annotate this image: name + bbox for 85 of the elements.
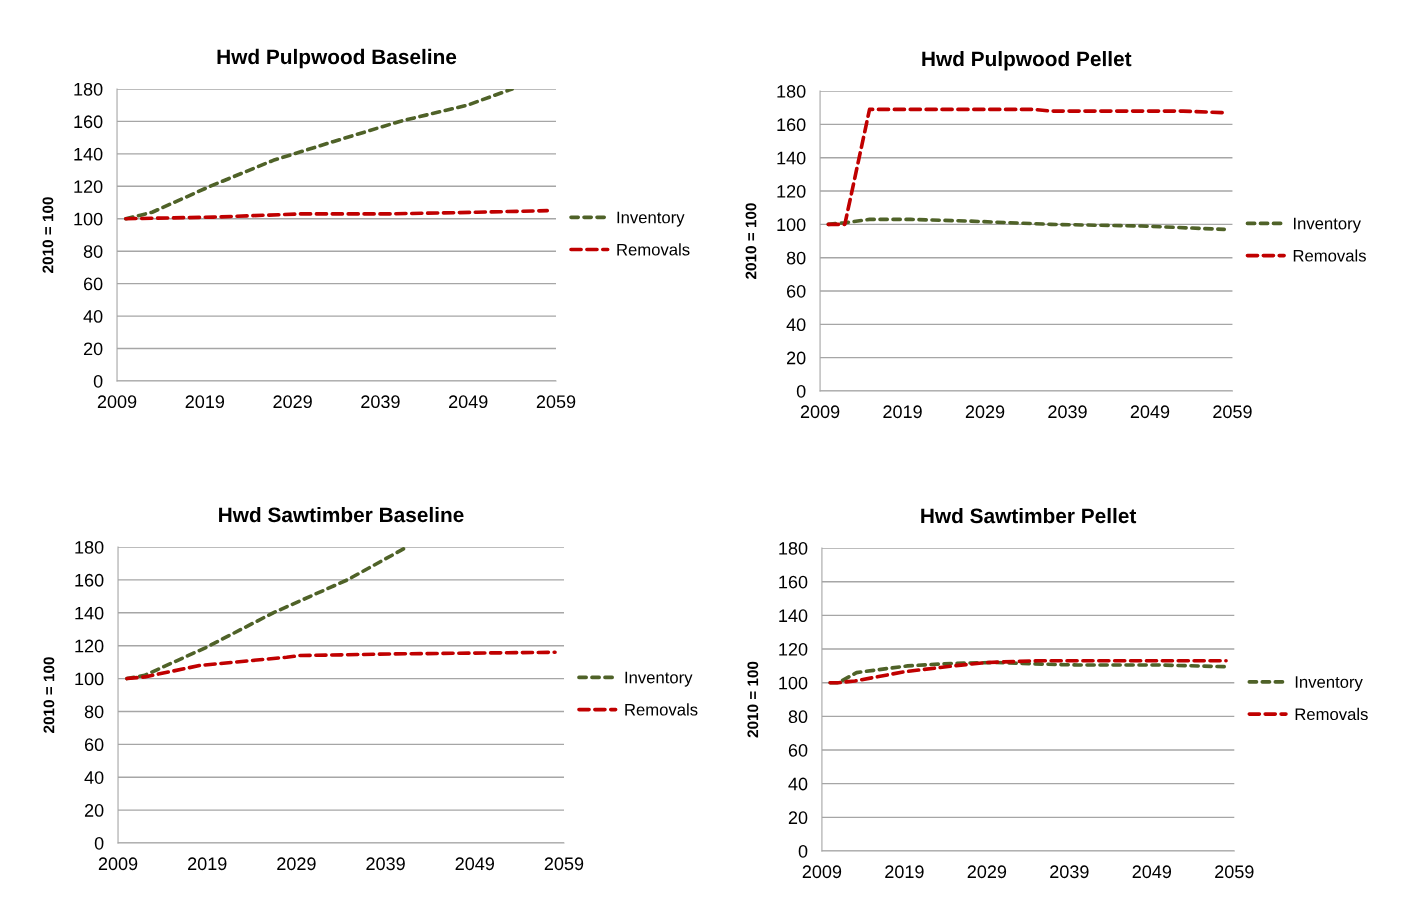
line-series [125,650,557,681]
y-tick-label: 120 [777,184,806,198]
chart-title: Hwd Sawtimber Pellet [921,507,1137,524]
x-tick-label: 2029 [277,857,316,871]
x-tick-label: 2019 [188,857,227,871]
x-tick-label: 2009 [800,405,840,419]
x-tick-label: 2029 [967,865,1007,879]
y-tick-label: 100 [74,212,103,226]
y-tick-label: 100 [75,672,104,686]
y-axis-title: 2010 = 100 [745,203,757,279]
legend-label: Removals [617,243,690,256]
y-tick-label: 20 [787,351,806,365]
x-tick-label: 2029 [273,395,312,409]
x-tick-label: 2009 [802,865,842,879]
y-tick-label: 180 [777,85,806,98]
y-tick-label: 120 [75,639,104,653]
chart-title: Hwd Pulpwood Pellet [922,50,1132,71]
legend-label: Inventory [625,671,693,687]
y-tick-label: 20 [84,804,104,817]
y-axis-title: 2010 = 100 [42,197,54,273]
line-series [124,88,514,221]
y-tick-label: 40 [788,777,808,791]
y-tick-label: 0 [94,836,104,850]
line-series [826,107,1227,227]
legend-label: Inventory [617,211,685,227]
y-tick-label: 0 [798,844,808,858]
y-axis-title: 2010 = 100 [43,657,55,733]
y-tick-label: 160 [779,575,808,589]
y-tick-label: 0 [796,384,806,398]
y-tick-label: 160 [75,573,104,587]
y-tick-label: 40 [83,310,103,323]
x-tick-label: 2019 [185,395,225,409]
y-tick-label: 120 [74,180,103,194]
y-tick-label: 120 [779,642,808,656]
y-tick-label: 80 [786,251,806,265]
y-axis-title: 2010 = 100 [747,661,759,738]
y-tick-label: 140 [74,147,103,161]
y-tick-label: 100 [779,676,808,690]
y-tick-label: 180 [74,82,103,96]
y-tick-label: 40 [786,318,806,332]
y-tick-label: 80 [84,705,104,719]
x-tick-label: 2009 [97,395,137,409]
x-tick-label: 2049 [1130,405,1170,419]
x-tick-label: 2059 [536,395,576,409]
x-tick-label: 2009 [98,857,138,871]
y-tick-label: 60 [83,277,103,291]
legend-label: Inventory [1295,676,1363,692]
y-tick-label: 100 [777,218,806,232]
x-tick-label: 2039 [366,857,405,871]
y-tick-label: 80 [83,245,103,258]
legend-label: Inventory [1293,217,1361,233]
y-tick-label: 60 [788,743,808,757]
legend-label: Removals [1293,249,1366,262]
line-series [826,217,1227,232]
x-tick-label: 2049 [449,395,488,409]
chart-title: Hwd Pulpwood Baseline [217,48,457,69]
x-tick-label: 2059 [544,857,584,871]
x-tick-label: 2019 [883,405,922,419]
y-tick-label: 140 [777,151,806,165]
x-tick-label: 2049 [1132,865,1172,879]
line-series [124,208,550,221]
y-tick-label: 60 [84,738,104,752]
x-tick-label: 2049 [455,857,495,871]
y-tick-label: 20 [788,811,808,825]
y-tick-label: 160 [74,115,103,129]
x-tick-label: 2039 [361,395,400,409]
y-tick-label: 20 [83,342,103,356]
y-tick-label: 60 [787,284,806,298]
x-tick-label: 2059 [1215,865,1254,879]
y-tick-label: 0 [93,374,103,388]
x-tick-label: 2039 [1048,405,1087,419]
y-tick-label: 140 [75,606,104,620]
y-tick-label: 160 [777,118,806,132]
y-tick-label: 140 [779,609,808,623]
y-tick-label: 40 [84,771,104,784]
x-tick-label: 2059 [1213,405,1252,419]
legend-label: Removals [1295,707,1368,721]
chart-title: Hwd Sawtimber Baseline [219,506,464,523]
x-tick-label: 2039 [1050,865,1089,879]
x-tick-label: 2029 [965,405,1005,419]
y-tick-label: 80 [788,710,808,724]
legend-label: Removals [625,703,698,716]
y-tick-label: 180 [75,540,104,554]
x-tick-label: 2019 [885,865,924,879]
y-tick-label: 180 [779,541,808,555]
